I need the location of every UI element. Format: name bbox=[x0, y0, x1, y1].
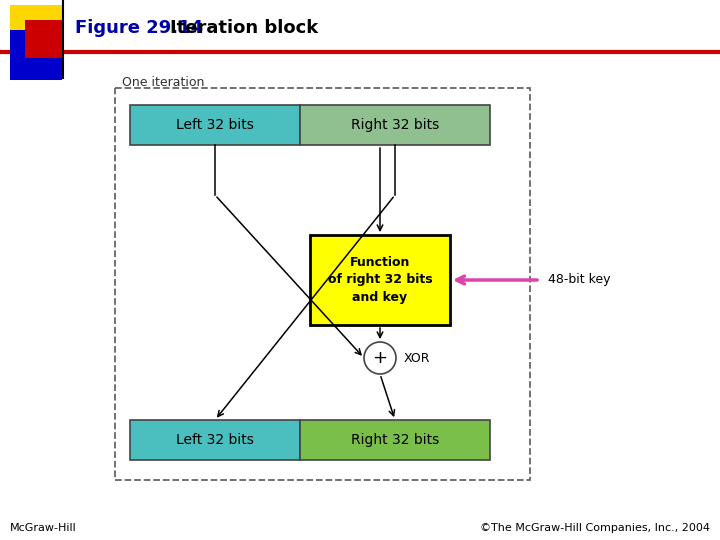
Bar bbox=[310, 235, 450, 325]
Text: ©The McGraw-Hill Companies, Inc., 2004: ©The McGraw-Hill Companies, Inc., 2004 bbox=[480, 523, 710, 533]
Text: 48-bit key: 48-bit key bbox=[548, 273, 611, 287]
Bar bbox=[130, 420, 300, 460]
Text: Figure 29.14: Figure 29.14 bbox=[75, 19, 203, 37]
Bar bbox=[300, 420, 490, 460]
Text: One iteration: One iteration bbox=[122, 76, 204, 89]
Bar bbox=[10, 5, 62, 52]
Text: Left 32 bits: Left 32 bits bbox=[176, 433, 254, 447]
Text: McGraw-Hill: McGraw-Hill bbox=[10, 523, 77, 533]
Bar bbox=[300, 105, 490, 145]
Bar bbox=[25, 20, 63, 58]
Text: Right 32 bits: Right 32 bits bbox=[351, 433, 439, 447]
Text: Left 32 bits: Left 32 bits bbox=[176, 118, 254, 132]
Bar bbox=[130, 105, 300, 145]
Text: Function
of right 32 bits
and key: Function of right 32 bits and key bbox=[328, 255, 432, 305]
Bar bbox=[115, 88, 530, 480]
Text: +: + bbox=[372, 349, 387, 367]
Text: Right 32 bits: Right 32 bits bbox=[351, 118, 439, 132]
Circle shape bbox=[364, 342, 396, 374]
Text: Iteration block: Iteration block bbox=[170, 19, 318, 37]
Text: XOR: XOR bbox=[404, 352, 431, 365]
Bar bbox=[10, 30, 62, 80]
